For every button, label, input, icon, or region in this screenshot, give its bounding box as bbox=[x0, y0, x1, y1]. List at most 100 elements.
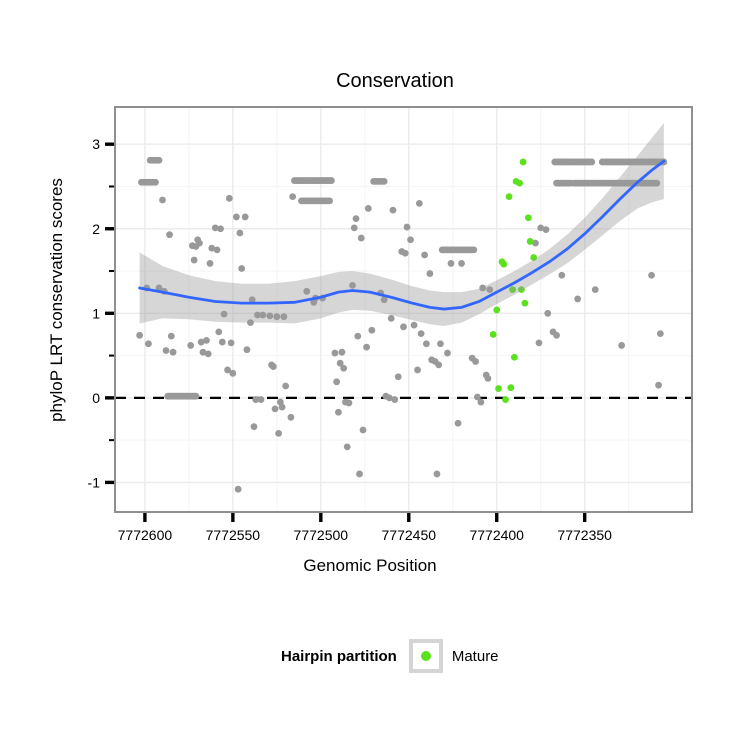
point-other bbox=[278, 403, 286, 411]
point-other bbox=[394, 373, 402, 381]
point-other bbox=[199, 348, 207, 356]
point-other bbox=[401, 249, 409, 257]
point-other bbox=[391, 396, 399, 403]
y-tick-label: 1 bbox=[92, 305, 100, 321]
point-other bbox=[275, 429, 283, 437]
point-other bbox=[227, 339, 235, 347]
point-other bbox=[333, 378, 341, 386]
point-other bbox=[215, 328, 223, 336]
point-other bbox=[417, 330, 425, 337]
point-mature bbox=[505, 193, 513, 201]
y-tick-label: -1 bbox=[88, 474, 101, 490]
point-mature bbox=[530, 254, 538, 261]
point-other bbox=[169, 348, 177, 356]
point-other bbox=[354, 332, 362, 340]
y-tick-label: 3 bbox=[92, 136, 100, 152]
point-other bbox=[551, 158, 559, 166]
point-mature bbox=[495, 385, 502, 392]
point-other bbox=[287, 413, 295, 421]
point-mature bbox=[524, 214, 532, 222]
point-other bbox=[655, 381, 662, 389]
point-other bbox=[454, 419, 462, 427]
point-other bbox=[224, 366, 231, 374]
point-other bbox=[570, 179, 578, 187]
point-other bbox=[196, 239, 203, 247]
point-other bbox=[164, 392, 172, 400]
point-mature bbox=[516, 179, 524, 187]
x-tick-label: 7772450 bbox=[382, 527, 437, 543]
point-other bbox=[159, 196, 166, 204]
point-other bbox=[486, 286, 494, 294]
point-other bbox=[266, 312, 274, 320]
point-other bbox=[206, 260, 214, 267]
point-other bbox=[472, 358, 480, 365]
point-other bbox=[252, 396, 260, 403]
point-other bbox=[343, 443, 351, 451]
plot-panel bbox=[115, 107, 692, 512]
point-other bbox=[389, 206, 397, 214]
point-other bbox=[162, 347, 170, 354]
point-other bbox=[433, 470, 441, 478]
point-other bbox=[167, 332, 175, 340]
point-other bbox=[656, 330, 664, 337]
point-other bbox=[403, 223, 411, 231]
point-other bbox=[338, 348, 346, 356]
point-other bbox=[136, 331, 144, 339]
point-other bbox=[269, 363, 277, 370]
point-other bbox=[289, 193, 297, 201]
legend-item-label-mature: Mature bbox=[451, 647, 499, 665]
point-other bbox=[558, 271, 566, 279]
panel-border bbox=[114, 106, 693, 513]
point-other bbox=[211, 224, 219, 232]
point-other bbox=[217, 225, 224, 233]
point-other bbox=[241, 213, 249, 221]
point-other bbox=[407, 236, 414, 244]
point-other bbox=[364, 205, 372, 212]
point-other bbox=[368, 326, 376, 334]
point-other bbox=[410, 321, 418, 329]
point-other bbox=[303, 287, 311, 295]
point-other bbox=[335, 408, 342, 416]
point-other bbox=[187, 342, 195, 349]
point-other bbox=[247, 319, 254, 327]
point-mature bbox=[493, 306, 501, 314]
point-other bbox=[648, 271, 655, 279]
point-other bbox=[426, 270, 434, 277]
point-other bbox=[146, 156, 154, 164]
point-other bbox=[259, 311, 267, 319]
point-other bbox=[370, 178, 377, 185]
point-other bbox=[345, 399, 353, 407]
point-other bbox=[213, 246, 221, 254]
point-other bbox=[400, 323, 407, 331]
point-other bbox=[190, 256, 198, 264]
point-other bbox=[204, 350, 212, 358]
point-other bbox=[166, 231, 173, 239]
point-mature bbox=[521, 299, 529, 307]
point-other bbox=[250, 423, 258, 431]
point-other bbox=[291, 177, 298, 184]
legend-title: Hairpin partition bbox=[281, 647, 397, 665]
point-other bbox=[336, 359, 344, 367]
point-other bbox=[225, 194, 233, 202]
point-mature bbox=[519, 158, 527, 166]
point-mature bbox=[502, 396, 509, 403]
point-mature bbox=[510, 353, 518, 361]
point-other bbox=[232, 213, 240, 221]
point-other bbox=[380, 296, 388, 304]
point-other bbox=[415, 199, 423, 207]
mature-dot-icon bbox=[420, 651, 431, 661]
point-mature bbox=[526, 238, 534, 245]
point-other bbox=[243, 346, 251, 354]
point-mature bbox=[507, 384, 515, 392]
smooth-ribbon bbox=[139, 123, 664, 326]
point-other bbox=[273, 313, 281, 321]
point-other bbox=[280, 313, 288, 321]
point-other bbox=[236, 229, 244, 237]
point-other bbox=[271, 405, 279, 413]
y-axis-title: phyloP LRT conservation scores bbox=[47, 178, 66, 422]
point-other bbox=[537, 224, 545, 232]
point-other bbox=[282, 382, 290, 390]
point-other bbox=[257, 396, 265, 403]
point-other bbox=[349, 282, 356, 289]
